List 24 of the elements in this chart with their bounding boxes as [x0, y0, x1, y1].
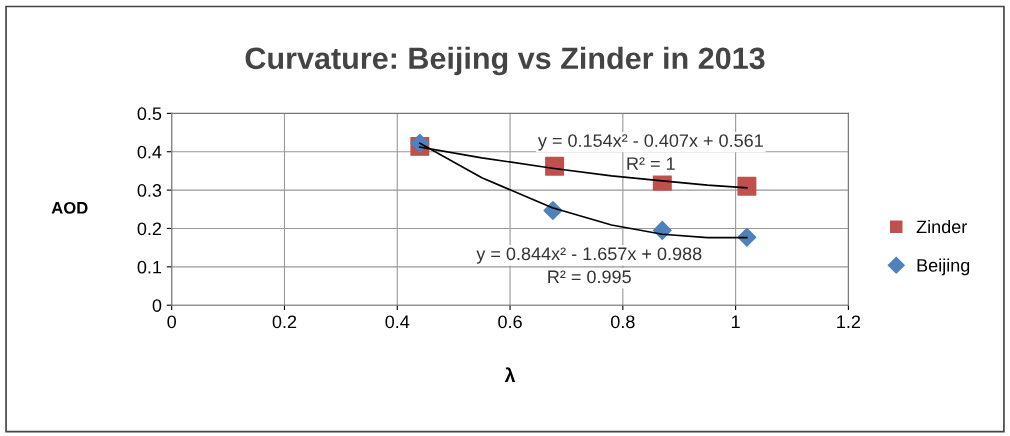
- y-tick-label: 0.4: [137, 145, 162, 159]
- annotation: y = 0.154x² - 0.407x + 0.561: [537, 134, 763, 151]
- x-tick-label: 0: [167, 315, 177, 329]
- annotation: R² = 0.995: [548, 270, 631, 284]
- x-tick-label: 0.6: [498, 315, 522, 329]
- legend-label: Beijing: [917, 258, 970, 276]
- y-tick-label: 0.3: [137, 184, 162, 197]
- y-tick-label: 0.2: [137, 222, 162, 236]
- x-tick-label: 0.4: [385, 315, 410, 329]
- annotation: y = 0.844x² - 1.657x + 0.988: [476, 247, 702, 264]
- x-tick-label: 1.2: [837, 315, 861, 329]
- y-axis-title: AOD: [51, 201, 88, 214]
- y-tick-label: 0.1: [137, 260, 162, 274]
- y-tick-label: 0: [152, 299, 162, 312]
- x-tick-label: 0.2: [272, 315, 297, 329]
- x-axis-title: λ: [504, 367, 516, 382]
- legend-label: Zinder: [916, 219, 967, 234]
- point: [545, 156, 565, 176]
- y-tick-label: 0.5: [137, 107, 162, 121]
- x-tick-label: 0.8: [610, 315, 635, 329]
- point: [737, 176, 757, 196]
- chart-title: Curvature: Beijing vs Zinder in 2013: [245, 46, 765, 76]
- annotation: R² = 1: [627, 157, 675, 170]
- x-tick-label: 1: [731, 315, 740, 329]
